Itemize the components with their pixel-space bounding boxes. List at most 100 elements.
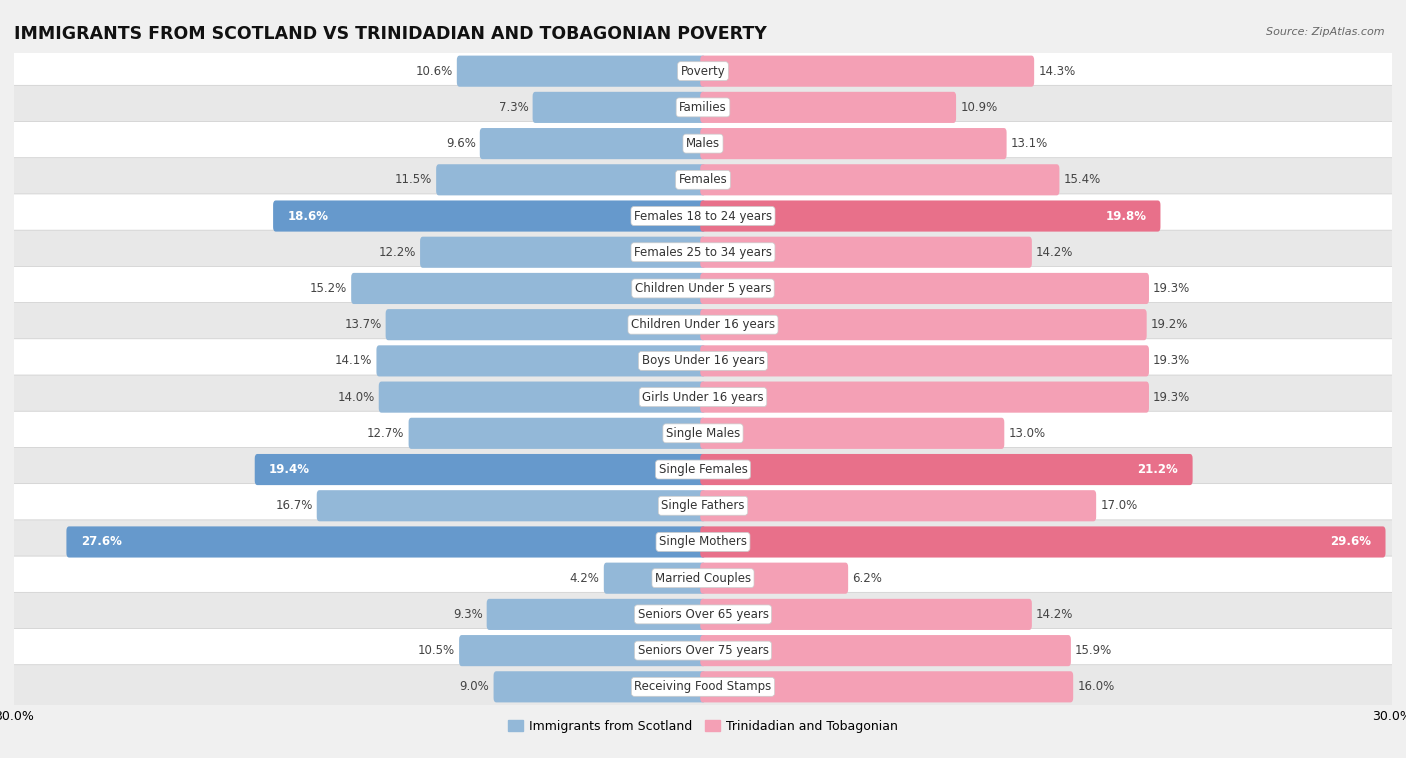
FancyBboxPatch shape bbox=[66, 526, 706, 558]
Text: 17.0%: 17.0% bbox=[1101, 500, 1137, 512]
FancyBboxPatch shape bbox=[11, 375, 1395, 419]
FancyBboxPatch shape bbox=[700, 309, 1147, 340]
Text: 16.0%: 16.0% bbox=[1077, 681, 1115, 694]
Text: Married Couples: Married Couples bbox=[655, 572, 751, 584]
FancyBboxPatch shape bbox=[378, 381, 706, 412]
Text: 15.4%: 15.4% bbox=[1063, 174, 1101, 186]
FancyBboxPatch shape bbox=[700, 236, 1032, 268]
Text: Females 25 to 34 years: Females 25 to 34 years bbox=[634, 246, 772, 258]
FancyBboxPatch shape bbox=[700, 55, 1035, 86]
FancyBboxPatch shape bbox=[11, 49, 1395, 93]
Text: Children Under 5 years: Children Under 5 years bbox=[634, 282, 772, 295]
FancyBboxPatch shape bbox=[11, 592, 1395, 637]
Text: 18.6%: 18.6% bbox=[287, 209, 329, 223]
FancyBboxPatch shape bbox=[316, 490, 706, 522]
FancyBboxPatch shape bbox=[533, 92, 706, 123]
FancyBboxPatch shape bbox=[11, 484, 1395, 528]
FancyBboxPatch shape bbox=[700, 454, 1192, 485]
Text: 9.3%: 9.3% bbox=[453, 608, 482, 621]
Text: Children Under 16 years: Children Under 16 years bbox=[631, 318, 775, 331]
Text: Single Fathers: Single Fathers bbox=[661, 500, 745, 512]
FancyBboxPatch shape bbox=[11, 86, 1395, 130]
Text: 9.6%: 9.6% bbox=[446, 137, 475, 150]
Text: 6.2%: 6.2% bbox=[852, 572, 882, 584]
FancyBboxPatch shape bbox=[700, 92, 956, 123]
Text: 7.3%: 7.3% bbox=[499, 101, 529, 114]
Text: 10.9%: 10.9% bbox=[960, 101, 997, 114]
FancyBboxPatch shape bbox=[273, 200, 706, 232]
FancyBboxPatch shape bbox=[11, 158, 1395, 202]
FancyBboxPatch shape bbox=[11, 556, 1395, 600]
Text: 19.4%: 19.4% bbox=[269, 463, 309, 476]
Text: 11.5%: 11.5% bbox=[395, 174, 432, 186]
Text: 10.5%: 10.5% bbox=[418, 644, 456, 657]
FancyBboxPatch shape bbox=[460, 635, 706, 666]
Text: 29.6%: 29.6% bbox=[1330, 535, 1371, 549]
Text: Girls Under 16 years: Girls Under 16 years bbox=[643, 390, 763, 403]
FancyBboxPatch shape bbox=[11, 628, 1395, 672]
Legend: Immigrants from Scotland, Trinidadian and Tobagonian: Immigrants from Scotland, Trinidadian an… bbox=[503, 715, 903, 738]
FancyBboxPatch shape bbox=[11, 412, 1395, 456]
Text: 15.2%: 15.2% bbox=[309, 282, 347, 295]
Text: 9.0%: 9.0% bbox=[460, 681, 489, 694]
FancyBboxPatch shape bbox=[254, 454, 706, 485]
FancyBboxPatch shape bbox=[700, 562, 848, 594]
FancyBboxPatch shape bbox=[11, 194, 1395, 238]
FancyBboxPatch shape bbox=[700, 599, 1032, 630]
Text: 12.2%: 12.2% bbox=[378, 246, 416, 258]
Text: 19.3%: 19.3% bbox=[1153, 390, 1191, 403]
FancyBboxPatch shape bbox=[700, 490, 1097, 522]
Text: Females 18 to 24 years: Females 18 to 24 years bbox=[634, 209, 772, 223]
Text: Single Males: Single Males bbox=[666, 427, 740, 440]
Text: Boys Under 16 years: Boys Under 16 years bbox=[641, 355, 765, 368]
Text: 13.7%: 13.7% bbox=[344, 318, 381, 331]
FancyBboxPatch shape bbox=[11, 339, 1395, 383]
FancyBboxPatch shape bbox=[11, 520, 1395, 564]
FancyBboxPatch shape bbox=[385, 309, 706, 340]
Text: Receiving Food Stamps: Receiving Food Stamps bbox=[634, 681, 772, 694]
Text: Males: Males bbox=[686, 137, 720, 150]
Text: 14.2%: 14.2% bbox=[1036, 608, 1073, 621]
Text: Seniors Over 65 years: Seniors Over 65 years bbox=[637, 608, 769, 621]
Text: Single Females: Single Females bbox=[658, 463, 748, 476]
Text: 10.6%: 10.6% bbox=[415, 64, 453, 77]
Text: 15.9%: 15.9% bbox=[1076, 644, 1112, 657]
Text: Females: Females bbox=[679, 174, 727, 186]
Text: 12.7%: 12.7% bbox=[367, 427, 405, 440]
Text: IMMIGRANTS FROM SCOTLAND VS TRINIDADIAN AND TOBAGONIAN POVERTY: IMMIGRANTS FROM SCOTLAND VS TRINIDADIAN … bbox=[14, 25, 766, 43]
FancyBboxPatch shape bbox=[11, 665, 1395, 709]
FancyBboxPatch shape bbox=[486, 599, 706, 630]
Text: 21.2%: 21.2% bbox=[1137, 463, 1178, 476]
Text: Single Mothers: Single Mothers bbox=[659, 535, 747, 549]
FancyBboxPatch shape bbox=[700, 418, 1004, 449]
Text: 19.3%: 19.3% bbox=[1153, 282, 1191, 295]
Text: 14.0%: 14.0% bbox=[337, 390, 374, 403]
FancyBboxPatch shape bbox=[11, 266, 1395, 311]
FancyBboxPatch shape bbox=[494, 672, 706, 703]
FancyBboxPatch shape bbox=[700, 164, 1059, 196]
FancyBboxPatch shape bbox=[457, 55, 706, 86]
FancyBboxPatch shape bbox=[700, 346, 1149, 377]
FancyBboxPatch shape bbox=[409, 418, 706, 449]
FancyBboxPatch shape bbox=[11, 302, 1395, 346]
Text: 14.3%: 14.3% bbox=[1038, 64, 1076, 77]
FancyBboxPatch shape bbox=[352, 273, 706, 304]
Text: Families: Families bbox=[679, 101, 727, 114]
FancyBboxPatch shape bbox=[700, 273, 1149, 304]
Text: 16.7%: 16.7% bbox=[276, 500, 312, 512]
Text: 4.2%: 4.2% bbox=[569, 572, 599, 584]
Text: 19.8%: 19.8% bbox=[1105, 209, 1146, 223]
FancyBboxPatch shape bbox=[11, 230, 1395, 274]
FancyBboxPatch shape bbox=[700, 381, 1149, 412]
Text: Poverty: Poverty bbox=[681, 64, 725, 77]
FancyBboxPatch shape bbox=[11, 447, 1395, 492]
FancyBboxPatch shape bbox=[11, 121, 1395, 166]
FancyBboxPatch shape bbox=[700, 635, 1071, 666]
FancyBboxPatch shape bbox=[700, 128, 1007, 159]
FancyBboxPatch shape bbox=[436, 164, 706, 196]
Text: Seniors Over 75 years: Seniors Over 75 years bbox=[637, 644, 769, 657]
Text: 13.0%: 13.0% bbox=[1008, 427, 1046, 440]
Text: 14.2%: 14.2% bbox=[1036, 246, 1073, 258]
FancyBboxPatch shape bbox=[700, 672, 1073, 703]
Text: 14.1%: 14.1% bbox=[335, 355, 373, 368]
